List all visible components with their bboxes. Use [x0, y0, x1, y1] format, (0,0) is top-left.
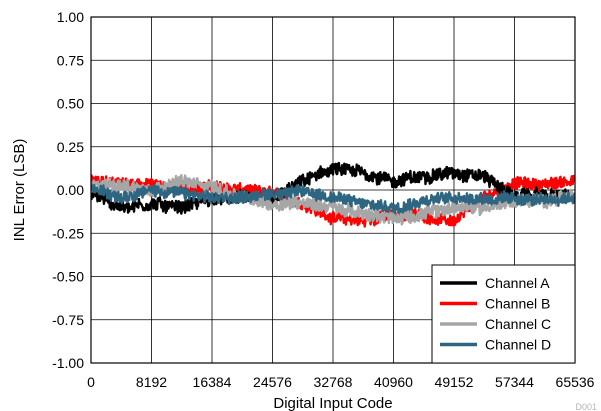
x-tick-label: 40960 [374, 374, 413, 390]
series-trace-channel-d [91, 183, 575, 214]
y-tick-label: 0.25 [57, 139, 84, 155]
plot-frame [90, 16, 576, 364]
legend: Channel A Channel B Channel C Channel D [431, 264, 576, 364]
y-tick-label: 0.00 [57, 182, 84, 198]
series-trace-channel-a [91, 161, 575, 215]
y-tick-label: 0.50 [57, 96, 84, 112]
x-tick-label: 32768 [314, 374, 353, 390]
legend-label: Channel A [485, 275, 550, 291]
y-tick-label: 0.75 [57, 52, 84, 68]
x-axis-title: Digital Input Code [273, 395, 392, 411]
y-tick-label: 1.00 [57, 9, 84, 25]
legend-box [431, 264, 576, 364]
x-tick-labels: 0 8192 16384 24576 32768 40960 49152 57344 65536 [87, 374, 595, 390]
x-tick-label: 8192 [136, 374, 167, 390]
y-tick-label: -0.25 [52, 225, 84, 241]
y-tick-label: -1.00 [52, 355, 84, 371]
legend-label: Channel D [485, 337, 551, 353]
x-tick-label: 49152 [435, 374, 474, 390]
y-tick-label: -0.50 [52, 269, 84, 285]
x-tick-label: 16384 [193, 374, 232, 390]
legend-label: Channel B [485, 296, 550, 312]
y-tick-label: -0.75 [52, 312, 84, 328]
x-tick-label: 65536 [556, 374, 595, 390]
x-tick-label: 24576 [253, 374, 292, 390]
y-tick-labels: 1.00 0.75 0.50 0.25 0.00 -0.25 -0.50 -0.75 -1.00 [52, 9, 84, 371]
series-trace-channel-c [91, 174, 575, 226]
series-layer [91, 161, 575, 228]
figure-id-label: D001 [575, 402, 597, 411]
legend-label: Channel C [485, 316, 551, 332]
x-tick-label: 0 [87, 374, 95, 390]
y-axis-title: INL Error (LSB) [11, 139, 28, 242]
x-tick-label: 57344 [495, 374, 534, 390]
